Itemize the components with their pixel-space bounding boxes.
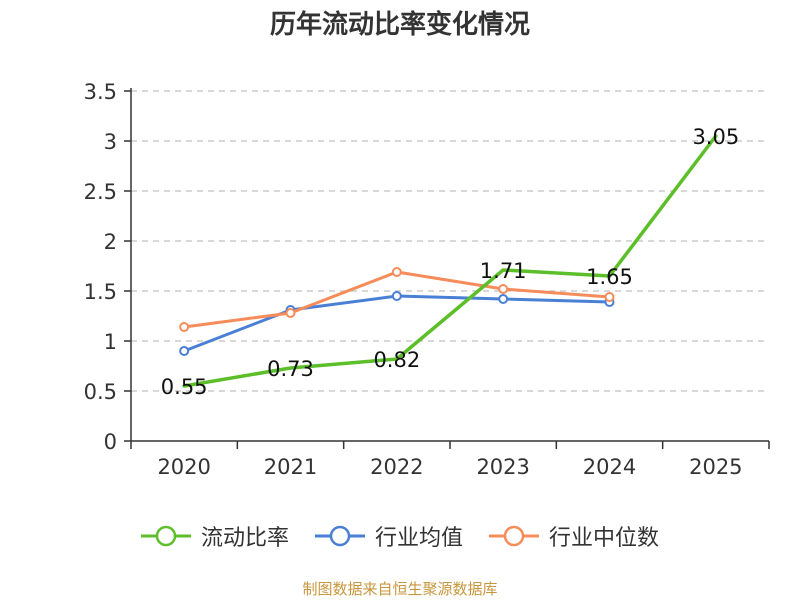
y-tick-label: 3: [104, 130, 117, 154]
y-tick-label: 0.5: [84, 380, 117, 404]
legend-label: 流动比率: [200, 526, 289, 551]
data-labels: 0.55 0.73 0.82 1.71 1.65 3.05: [161, 125, 739, 399]
data-point: [179, 322, 190, 332]
legend-swatch-industry-mean-icon: [314, 525, 365, 547]
series-line-0: [182, 134, 718, 388]
legend-item-current-ratio[interactable]: 流动比率: [140, 520, 289, 552]
legend: 流动比率 行业均值 行业中位数: [0, 520, 800, 552]
data-label: 0.82: [373, 348, 420, 372]
data-point: [604, 292, 615, 302]
data-point: [498, 284, 509, 294]
legend-label: 行业均值: [374, 526, 463, 551]
x-tick-label: 2022: [370, 455, 423, 479]
legend-swatch-industry-median-icon: [489, 525, 539, 547]
x-tick-label: 2024: [583, 455, 636, 479]
series-line-1: [182, 294, 611, 353]
y-tick-label: 1.5: [84, 280, 117, 304]
legend-item-industry-mean[interactable]: 行业均值: [314, 520, 463, 552]
x-tick-label: 2021: [264, 455, 317, 479]
axes: 0 0.5 1 1.5 2 2.5 3 3.5 2020 2021 2022 2023 2024 2025: [84, 80, 770, 479]
data-label: 0.55: [161, 375, 208, 399]
chart-title: 历年流动比率变化情况: [269, 10, 530, 40]
data-point: [179, 346, 190, 356]
data-point: [498, 294, 509, 304]
y-tick-label: 0: [104, 430, 117, 454]
data-point: [285, 308, 296, 318]
grid-lines: [131, 90, 769, 392]
legend-item-industry-median[interactable]: 行业中位数: [489, 520, 659, 552]
data-point: [391, 291, 402, 301]
data-label: 3.05: [692, 125, 739, 149]
x-tick-label: 2023: [476, 455, 529, 479]
y-tick-label: 2: [104, 230, 117, 254]
y-tick-label: 1: [104, 330, 117, 354]
data-label: 1.71: [480, 259, 527, 283]
y-tick-label: 2.5: [84, 180, 117, 204]
legend-swatch-current-ratio-icon: [140, 525, 191, 547]
y-tick-label: 3.5: [84, 80, 117, 104]
data-label: 0.73: [267, 357, 314, 381]
data-label: 1.65: [586, 265, 633, 289]
data-point: [391, 267, 402, 277]
source-note: 制图数据来自恒生聚源数据库: [302, 580, 498, 598]
x-tick-label: 2020: [157, 455, 210, 479]
x-tick-label: 2025: [689, 455, 742, 479]
legend-label: 行业中位数: [549, 526, 660, 551]
series-lines: [179, 134, 718, 388]
